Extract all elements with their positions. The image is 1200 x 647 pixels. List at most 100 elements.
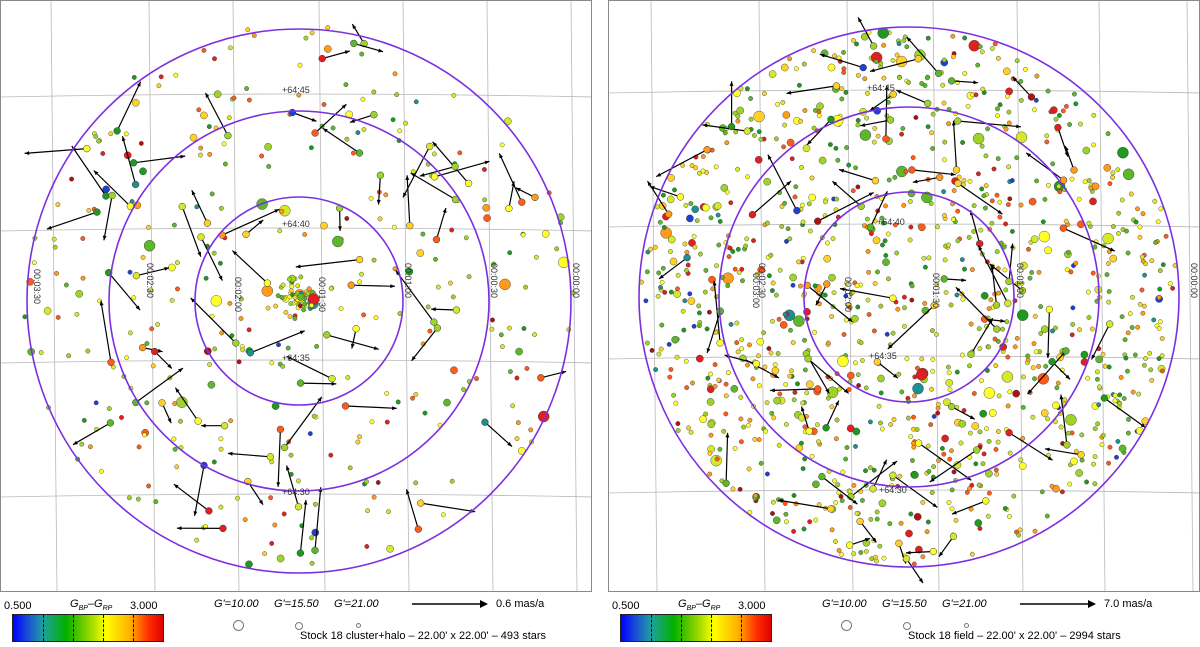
star-marker <box>1075 469 1083 477</box>
star-marker <box>449 478 455 484</box>
star-marker <box>1044 139 1050 145</box>
star-marker <box>521 326 527 331</box>
star-marker <box>995 429 1001 434</box>
star-marker <box>911 471 919 479</box>
star-marker <box>1002 267 1008 273</box>
star-marker <box>809 175 815 181</box>
star-marker <box>886 177 892 183</box>
ra-grid-line <box>1098 1 1106 591</box>
star-marker <box>1005 87 1013 96</box>
pm-vector-head <box>99 300 104 306</box>
star-marker <box>242 230 250 238</box>
star-marker <box>1064 267 1070 272</box>
star-marker <box>376 171 385 179</box>
star-marker <box>928 422 934 427</box>
star-marker <box>980 291 989 300</box>
star-marker <box>980 315 989 323</box>
star-marker <box>894 52 900 58</box>
star-marker <box>874 558 879 564</box>
star-marker <box>1049 483 1055 489</box>
star-marker <box>707 420 715 429</box>
star-marker <box>645 340 650 346</box>
star-marker <box>930 146 935 151</box>
star-marker <box>807 228 813 234</box>
star-marker <box>703 411 709 417</box>
star-marker <box>178 202 186 211</box>
star-marker <box>1011 493 1017 499</box>
star-marker <box>977 429 983 435</box>
star-marker <box>850 188 856 194</box>
star-marker <box>1073 260 1079 266</box>
star-marker <box>756 129 762 135</box>
pm-vector <box>71 145 107 197</box>
star-marker <box>266 453 275 461</box>
star-marker <box>728 200 734 206</box>
star-marker <box>238 296 244 302</box>
pm-vector <box>957 120 1021 128</box>
star-marker <box>714 263 719 269</box>
star-marker <box>323 45 332 53</box>
star-marker <box>684 385 690 390</box>
star-marker <box>1118 374 1124 380</box>
star-marker <box>687 297 696 305</box>
star-marker <box>1100 351 1106 357</box>
star-marker <box>231 95 237 101</box>
star-marker <box>775 101 781 107</box>
star-marker <box>515 420 521 425</box>
star-marker <box>1026 246 1031 252</box>
star-marker <box>1004 319 1010 325</box>
star-marker <box>1066 249 1071 255</box>
star-marker <box>461 387 466 392</box>
star-marker <box>1006 120 1012 126</box>
star-marker <box>123 131 129 137</box>
star-marker <box>659 279 665 285</box>
star-marker <box>1135 206 1140 212</box>
pm-vector-head <box>1047 456 1053 461</box>
star-marker <box>875 133 881 139</box>
star-marker <box>1139 287 1145 293</box>
star-marker <box>1006 164 1011 170</box>
star-marker <box>1106 299 1112 305</box>
star-marker <box>836 490 842 496</box>
star-marker <box>829 527 835 533</box>
star-marker <box>871 328 877 334</box>
mag-circle-faint <box>356 623 361 628</box>
star-marker <box>801 61 807 67</box>
star-marker <box>945 378 954 387</box>
star-marker <box>734 320 740 326</box>
star-marker <box>431 151 437 157</box>
star-marker <box>211 250 217 256</box>
star-marker <box>54 270 59 276</box>
star-marker <box>1140 258 1146 264</box>
star-marker <box>995 156 1001 162</box>
star-marker <box>996 290 1001 296</box>
star-marker <box>835 157 841 163</box>
star-marker <box>287 314 293 319</box>
star-marker <box>200 111 208 120</box>
star-marker <box>904 356 910 362</box>
star-marker <box>1105 261 1111 266</box>
pm-vector <box>989 263 1023 292</box>
pm-vector-head <box>349 119 355 123</box>
star-marker <box>503 117 512 125</box>
star-marker <box>950 216 956 222</box>
star-marker <box>272 522 278 528</box>
star-marker <box>786 138 795 147</box>
star-marker <box>75 289 83 298</box>
pm-vector <box>300 382 337 385</box>
star-marker <box>665 210 673 218</box>
star-marker <box>787 236 793 242</box>
pm-vector-head <box>1012 77 1018 82</box>
star-marker <box>827 63 836 72</box>
pm-vector <box>411 327 438 362</box>
ra-tick-label: 00:03:30 <box>32 269 42 304</box>
star-marker <box>43 307 52 315</box>
star-marker <box>151 347 159 356</box>
star-marker <box>858 550 864 555</box>
star-marker <box>919 356 925 362</box>
star-marker <box>930 356 936 362</box>
star-marker <box>658 284 663 290</box>
star-marker <box>416 249 425 257</box>
star-marker <box>881 75 887 81</box>
star-marker <box>228 418 234 424</box>
